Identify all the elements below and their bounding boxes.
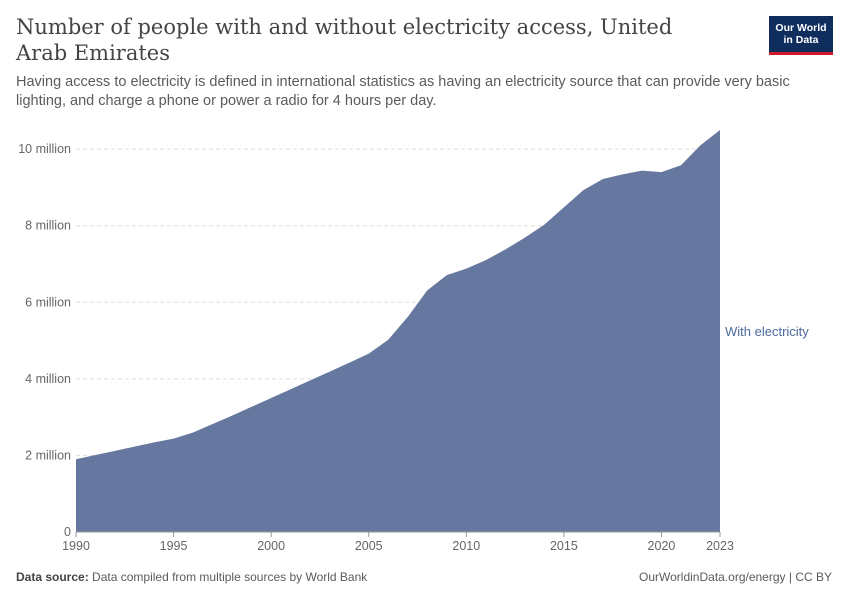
logo-line-1: Our World [775, 22, 827, 34]
chart-title: Number of people with and without electr… [16, 15, 673, 65]
x-tick-label: 2005 [355, 539, 383, 553]
data-source-text: Data compiled from multiple sources by W… [92, 570, 368, 584]
area-series [76, 130, 720, 532]
chart-subtitle: Having access to electricity is defined … [16, 74, 790, 109]
x-tick-label: 1990 [62, 539, 90, 553]
x-tick-label: 2000 [257, 539, 285, 553]
y-tick-label: 0 [64, 525, 71, 539]
area-series-0 [76, 130, 720, 532]
x-tick-label: 2015 [550, 539, 578, 553]
logo-line-2: in Data [783, 34, 819, 46]
y-tick-label: 6 million [25, 295, 71, 309]
axes: 0 2 million 4 million 6 million 8 million 10 … [18, 142, 734, 553]
data-source: Data source: Data compiled from multiple… [16, 570, 367, 584]
y-tick-label: 8 million [25, 219, 71, 233]
y-tick-label: 10 million [18, 142, 71, 156]
y-tick-label: 2 million [25, 448, 71, 462]
series-label: With electricity [725, 324, 809, 339]
credit-link[interactable]: OurWorldinData.org/energy | CC BY [639, 570, 832, 584]
y-tick-label: 4 million [25, 372, 71, 386]
owid-logo[interactable]: Our World in Data [769, 16, 833, 55]
x-tick-label: 1995 [160, 539, 188, 553]
x-tick-label: 2023 [706, 539, 734, 553]
series-labels: With electricity [725, 324, 809, 339]
data-source-label: Data source: [16, 570, 89, 584]
x-tick-label: 2020 [648, 539, 676, 553]
x-tick-label: 2010 [452, 539, 480, 553]
